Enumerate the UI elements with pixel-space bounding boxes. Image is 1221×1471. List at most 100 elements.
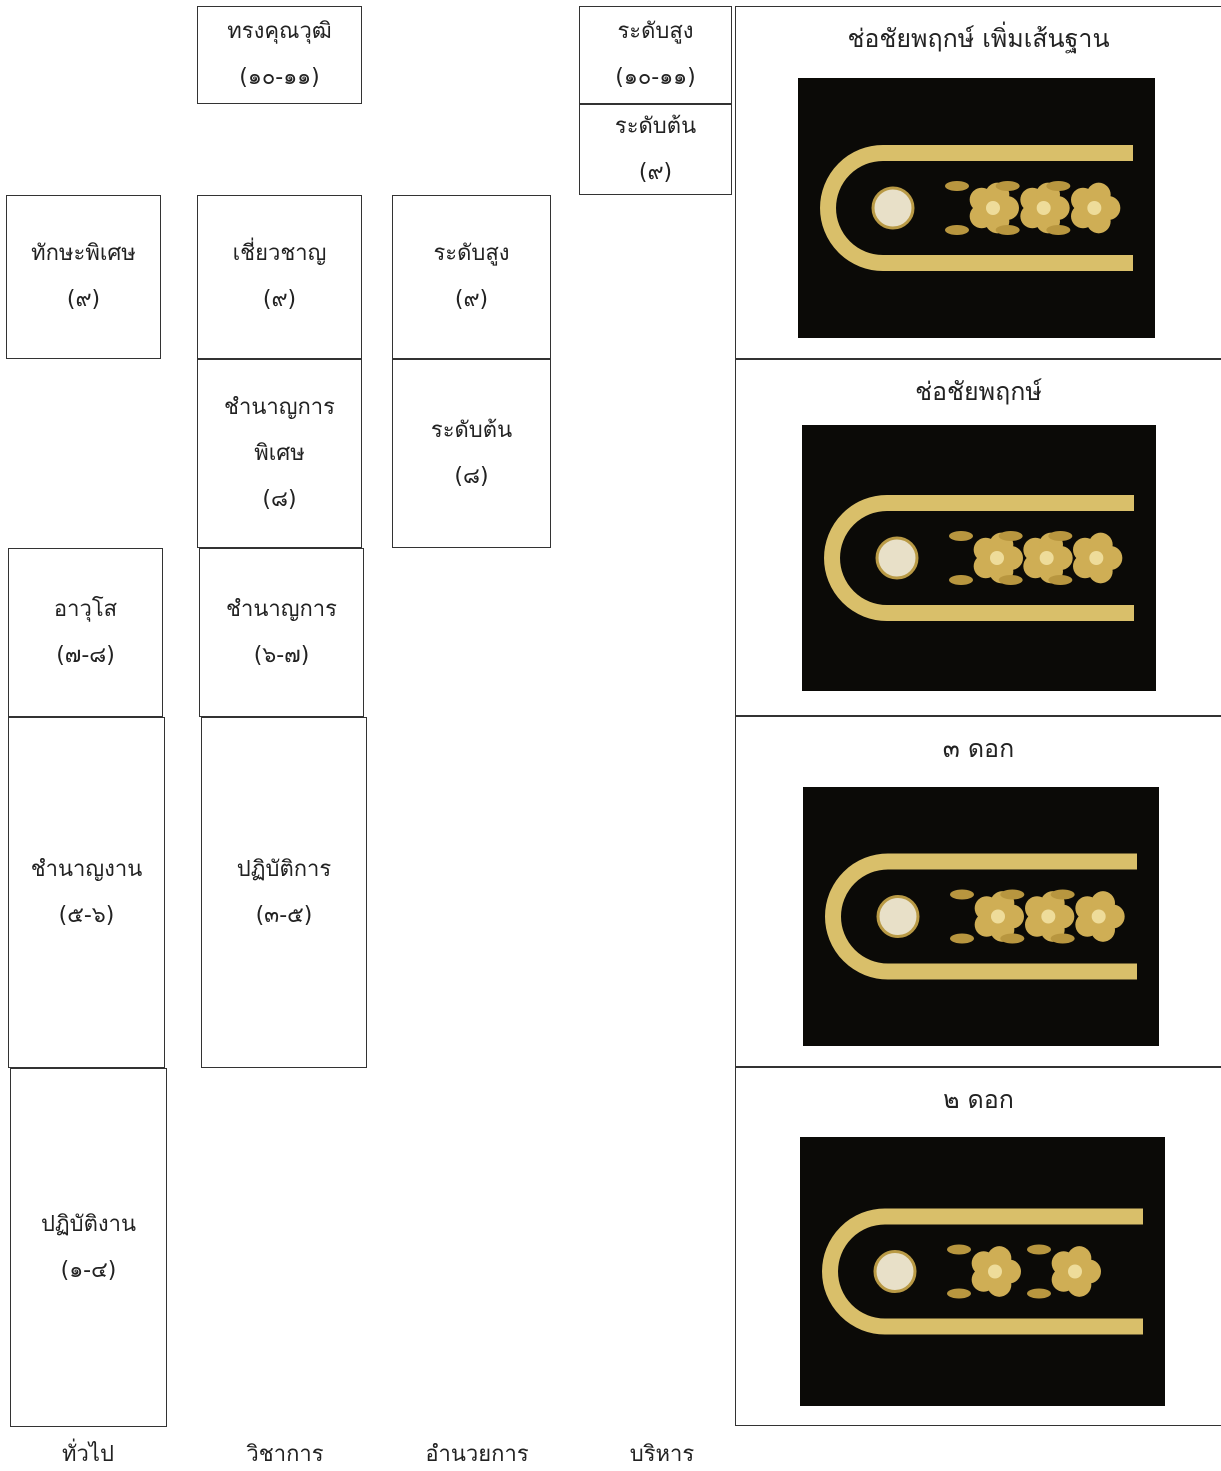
rank-text: (๙) xyxy=(66,287,101,312)
epaulette-detail xyxy=(1089,551,1104,565)
epaulette-detail xyxy=(949,575,973,585)
rank-text: ระดับสูง xyxy=(433,241,510,266)
column-label: วิชาการ xyxy=(246,1442,324,1467)
epaulette-detail xyxy=(995,225,1020,235)
epaulette-detail xyxy=(1088,532,1113,557)
rank-box: อาวุโส (๗-๘) xyxy=(8,548,163,717)
epaulette-detail xyxy=(1036,201,1051,215)
epaulette-detail xyxy=(1000,933,1025,944)
rank-text: เชี่ยวชาญ xyxy=(232,241,327,266)
insignia-label: ๓ ดอก xyxy=(942,734,1015,763)
rank-text: (๖-๗) xyxy=(253,642,310,668)
rank-box: ปฏิบัติการ (๓-๕) xyxy=(201,717,367,1068)
rank-text: (๓-๕) xyxy=(255,902,313,928)
epaulette-detail xyxy=(950,889,974,900)
rank-text: ปฏิบัติงาน xyxy=(40,1211,137,1237)
epaulette-detail xyxy=(822,1208,1143,1335)
insignia-label: ช่อชัยพฤกษ์ xyxy=(915,377,1042,406)
rank-text: (๕-๖) xyxy=(58,902,115,928)
epaulette-detail xyxy=(1050,889,1075,900)
epaulette-detail xyxy=(1041,909,1056,924)
rank-text: ระดับต้น xyxy=(430,417,513,443)
epaulette-detail xyxy=(1027,1244,1051,1255)
epaulette-detail xyxy=(998,575,1023,585)
epaulette-detail xyxy=(1091,909,1106,924)
rank-text: ชำนาญงาน xyxy=(30,856,143,882)
epaulette-detail xyxy=(1039,551,1054,565)
rank-text: (๘) xyxy=(262,486,297,512)
epaulette-image xyxy=(802,425,1156,691)
rank-text: ปฏิบัติการ xyxy=(236,856,332,882)
insignia-section: ๒ ดอก xyxy=(735,1067,1221,1426)
insignia-label: ช่อชัยพฤกษ์ เพิ่มเส้นฐาน xyxy=(847,24,1110,53)
epaulette-detail xyxy=(950,933,974,944)
rank-text: (๑๐-๑๑) xyxy=(615,65,696,90)
rank-text: พิเศษ xyxy=(254,440,305,466)
insignia-section: ช่อชัยพฤกษ์ เพิ่มเส้นฐาน xyxy=(735,6,1221,359)
rank-box: ระดับต้น (๘) xyxy=(392,359,551,548)
epaulette-detail xyxy=(871,186,915,230)
epaulette-detail xyxy=(986,201,1000,215)
epaulette-detail xyxy=(990,551,1004,565)
epaulette-detail xyxy=(949,531,973,541)
insignia-section: ช่อชัยพฤกษ์ xyxy=(735,359,1221,716)
epaulette-detail xyxy=(1068,1264,1082,1279)
epaulette-detail xyxy=(947,1288,971,1299)
rank-text: (๙) xyxy=(262,287,297,312)
rank-text: (๙) xyxy=(454,287,489,312)
epaulette-detail xyxy=(875,536,919,580)
epaulette-detail xyxy=(995,181,1020,191)
epaulette-detail xyxy=(991,909,1005,924)
epaulette-detail xyxy=(945,181,969,191)
rank-text: (๑-๔) xyxy=(60,1257,117,1283)
epaulette-detail xyxy=(873,1250,917,1293)
epaulette-detail xyxy=(1046,181,1071,191)
rank-box: ระดับสูง (๙) xyxy=(392,195,551,359)
epaulette-detail xyxy=(1086,182,1111,207)
epaulette-detail xyxy=(824,495,1134,621)
column-label: อำนวยการ xyxy=(425,1442,529,1467)
epaulette-detail xyxy=(876,895,920,938)
rank-text: ระดับต้น xyxy=(614,113,697,139)
rank-text: ทักษะพิเศษ xyxy=(31,241,136,266)
epaulette-detail xyxy=(1067,1246,1092,1271)
rank-text: (๑๐-๑๑) xyxy=(239,65,320,90)
rank-text: ชำนาญการ xyxy=(224,394,335,420)
epaulette-detail xyxy=(987,1246,1012,1271)
insignia-label: ๒ ดอก xyxy=(943,1085,1014,1114)
insignia-section: ๓ ดอก xyxy=(735,716,1221,1067)
epaulette-detail xyxy=(820,145,1133,271)
epaulette-detail xyxy=(1048,575,1073,585)
epaulette-detail xyxy=(1048,531,1073,541)
rank-box: ปฏิบัติงาน (๑-๔) xyxy=(10,1068,167,1427)
rank-box: ระดับต้น (๙) xyxy=(579,104,732,195)
epaulette-detail xyxy=(945,225,969,235)
rank-text: (๗-๘) xyxy=(56,642,115,668)
epaulette-detail xyxy=(1090,891,1115,916)
epaulette-detail xyxy=(1050,933,1075,944)
column-label: ทั่วไป xyxy=(62,1442,114,1467)
epaulette-detail xyxy=(1000,889,1025,900)
epaulette-image xyxy=(803,787,1159,1046)
epaulette-image xyxy=(800,1137,1165,1406)
rank-box: ทรงคุณวุฒิ (๑๐-๑๑) xyxy=(197,6,362,104)
rank-text: ระดับสูง xyxy=(617,19,694,44)
column-label: บริหาร xyxy=(629,1442,695,1467)
rank-text: (๘) xyxy=(454,463,489,489)
epaulette-detail xyxy=(988,1264,1002,1279)
rank-text: ทรงคุณวุฒิ xyxy=(227,19,332,44)
epaulette-detail xyxy=(1027,1288,1051,1299)
rank-text: (๙) xyxy=(638,159,673,185)
epaulette-image xyxy=(798,78,1155,338)
rank-text: ชำนาญการ xyxy=(226,596,337,622)
epaulette-detail xyxy=(947,1244,971,1255)
epaulette-detail xyxy=(825,853,1137,980)
rank-box: เชี่ยวชาญ (๙) xyxy=(197,195,362,359)
rank-box: ชำนาญการ (๖-๗) xyxy=(199,548,364,717)
rank-box: ชำนาญงาน (๕-๖) xyxy=(8,717,165,1068)
rank-box: ระดับสูง (๑๐-๑๑) xyxy=(579,6,732,104)
epaulette-detail xyxy=(1087,201,1102,215)
epaulette-detail xyxy=(998,531,1023,541)
rank-text: อาวุโส xyxy=(53,596,118,622)
